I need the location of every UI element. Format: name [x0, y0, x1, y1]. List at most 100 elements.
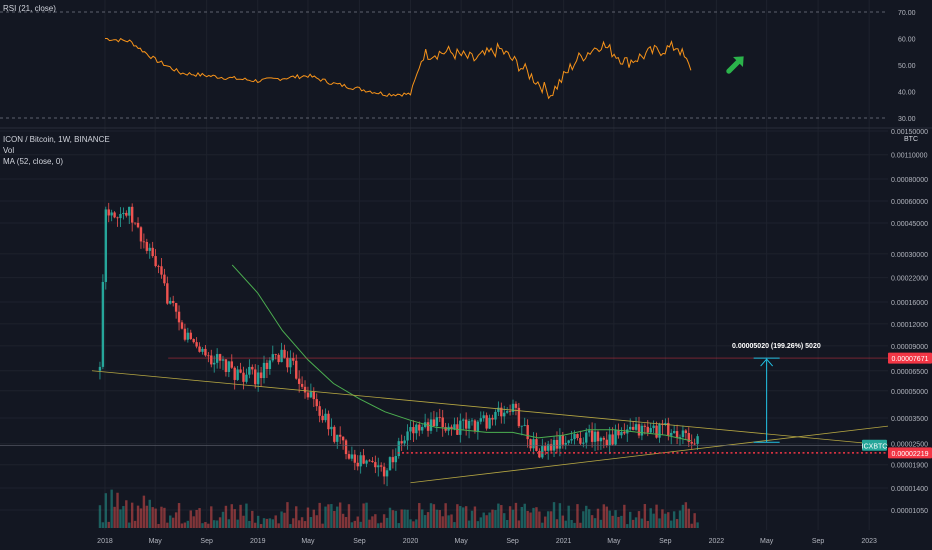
time-tick-label: 2021 — [556, 538, 572, 545]
time-tick-label: May — [149, 538, 163, 545]
volume-bar — [254, 522, 257, 528]
candle-body — [385, 470, 389, 477]
volume-bar — [514, 502, 518, 528]
volume-bar — [500, 505, 503, 528]
volume-bar — [133, 520, 137, 528]
volume-bar — [429, 503, 433, 528]
grid — [0, 0, 888, 530]
candle-body — [470, 420, 474, 422]
candle-body — [608, 434, 611, 446]
volume-bar — [576, 504, 579, 528]
candle-body — [576, 434, 579, 439]
price-tick-label: 0.00009000 — [891, 344, 928, 351]
volume-bar — [558, 503, 562, 528]
volume-bar — [573, 522, 576, 528]
rsi-tick-label: 40.00 — [898, 90, 916, 97]
price-tick-label: 0.00001400 — [891, 486, 928, 493]
candle-body — [599, 437, 603, 442]
descending-trendline — [91, 370, 889, 446]
candle-body — [418, 424, 421, 431]
candle-body — [464, 419, 468, 429]
volume-bar — [204, 522, 207, 528]
volume-bar — [459, 506, 462, 528]
volume-bar — [485, 515, 488, 528]
volume-bar — [280, 511, 283, 528]
volume-bar — [467, 520, 471, 528]
candle-body — [142, 241, 146, 243]
candle-body — [174, 302, 178, 312]
candle-body — [655, 425, 658, 438]
candle-body — [602, 437, 606, 440]
volume-bar — [174, 512, 178, 528]
volume-bar — [139, 508, 143, 528]
volume-bar — [631, 519, 635, 528]
target-badge-bg — [888, 352, 932, 364]
volume-bar — [450, 514, 453, 528]
candle-body — [379, 465, 383, 467]
time-tick-label: 2023 — [861, 538, 877, 545]
volume-bar — [432, 504, 436, 528]
volume-bar — [227, 519, 231, 528]
candle-body — [98, 366, 102, 371]
volume-bar — [283, 512, 286, 528]
measure-arrow-head — [760, 358, 774, 367]
volume-bar — [327, 504, 330, 528]
volume-bar — [696, 522, 699, 528]
candle-body — [587, 430, 591, 433]
candle-body — [318, 406, 321, 416]
price-tick-label: 0.00002500 — [891, 442, 928, 449]
candle-body — [251, 366, 254, 370]
candle-body — [274, 354, 277, 355]
volume-bar — [658, 518, 661, 528]
volume-bar — [221, 511, 225, 528]
volume-bar — [336, 506, 339, 528]
candle-body — [523, 425, 526, 426]
volume-bar — [189, 510, 192, 528]
volume-bar — [652, 513, 655, 528]
measure-label: 0.00005020 (199.26%) 5020 — [732, 343, 821, 350]
price-tick-label: 0.00003500 — [891, 416, 928, 423]
volume-bar — [186, 520, 190, 528]
target-badge-text: 0.00007671 — [892, 356, 929, 363]
volume-bar — [338, 502, 342, 528]
candle-body — [462, 419, 465, 421]
rsi-tick-label: 30.00 — [898, 116, 916, 123]
candle-body — [248, 366, 251, 375]
volume-bar — [233, 509, 236, 528]
volume-bar — [596, 508, 600, 528]
volume-bar — [377, 523, 380, 528]
volume-bar — [180, 523, 184, 528]
candle-body — [532, 439, 535, 449]
rsi-tick-label: 50.00 — [898, 63, 916, 70]
ticker-badge-bg — [862, 439, 887, 451]
volume-bar — [464, 506, 468, 528]
volume-bar — [628, 511, 632, 528]
candle-body — [341, 436, 345, 441]
candles — [98, 202, 699, 487]
volume-bar — [303, 521, 307, 528]
volume-bar — [239, 504, 242, 528]
volume-bar — [637, 511, 641, 528]
candle-body — [649, 428, 652, 433]
candle-body — [110, 212, 113, 216]
candle-body — [283, 349, 286, 358]
volume-bar — [406, 509, 409, 528]
candle-body — [224, 359, 228, 372]
candle-body — [359, 455, 362, 467]
volume-bar — [385, 517, 389, 528]
candle-body — [453, 424, 456, 430]
candle-body — [169, 300, 172, 304]
candle-body — [500, 407, 503, 417]
candle-body — [201, 348, 204, 352]
candle-body — [517, 407, 521, 427]
candle-body — [210, 355, 213, 365]
volume-bar — [359, 521, 362, 528]
volume-bar — [330, 504, 333, 528]
volume-bar — [687, 508, 690, 528]
time-tick-label: 2020 — [403, 538, 419, 545]
volume-bar — [412, 521, 415, 528]
volume-bar — [620, 515, 623, 528]
price-tick-label: 0.00012000 — [891, 322, 928, 329]
candle-body — [637, 424, 641, 436]
